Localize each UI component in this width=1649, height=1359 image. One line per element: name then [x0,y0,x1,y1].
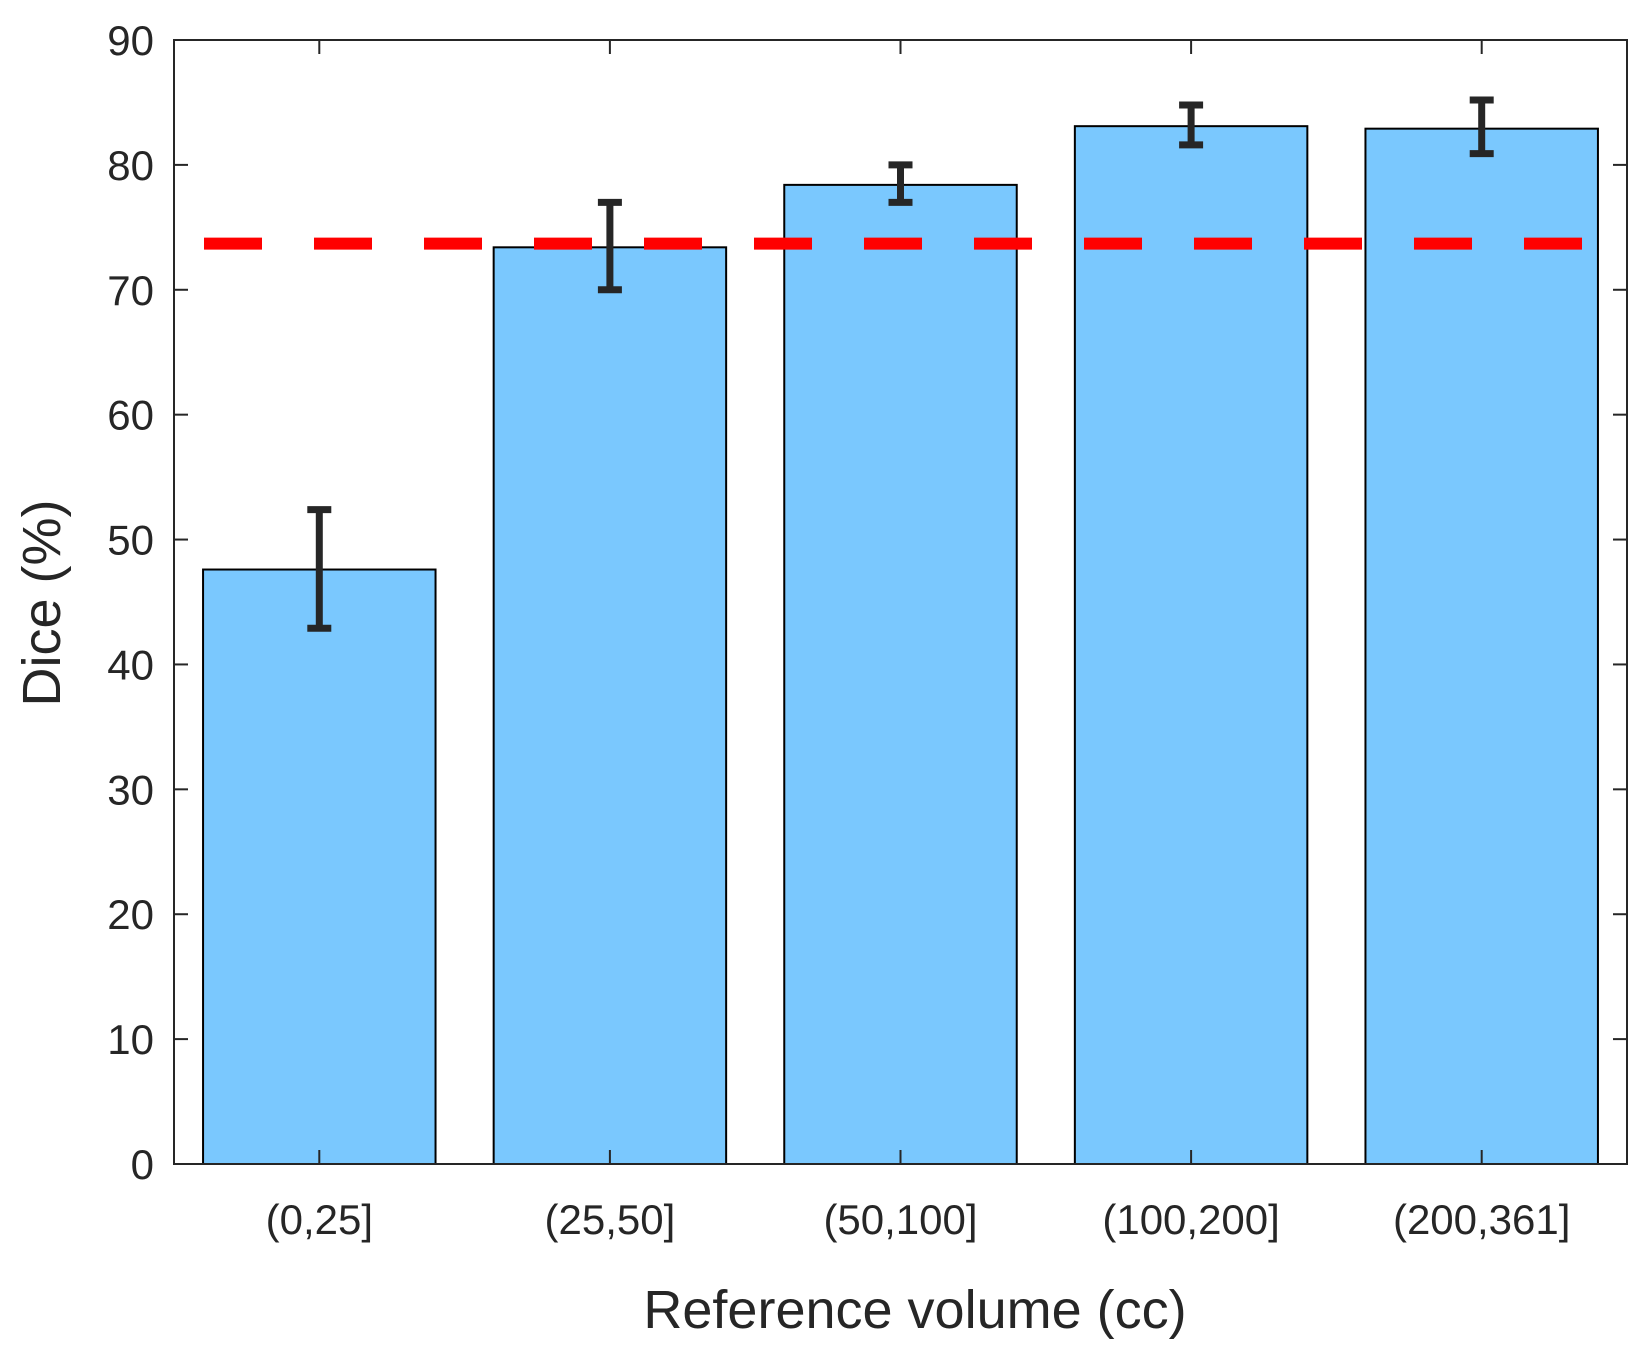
x-tick-label: (100,200] [1102,1196,1279,1243]
y-tick-label: 0 [131,1141,154,1188]
y-tick-label: 10 [107,1016,154,1063]
x-tick-label: (50,100] [823,1196,977,1243]
y-tick-label: 30 [107,766,154,813]
bars-layer [202,125,1599,1166]
y-tick-label: 50 [107,517,154,564]
y-tick-label: 60 [107,392,154,439]
y-tick-label: 40 [107,641,154,688]
y-tick-label: 20 [107,891,154,938]
y-tick-label: 90 [107,17,154,64]
x-tick-label: (0,25] [266,1196,373,1243]
error-bars-layer [307,96,1494,632]
y-tick-label: 70 [107,267,154,314]
bar-2 [492,246,728,1165]
bar-5 [1364,127,1599,1165]
x-axis-title: Reference volume (cc) [643,1280,1186,1340]
bar-1 [202,568,437,1165]
x-tick-label: (25,50] [545,1196,676,1243]
bar-4 [1073,125,1309,1165]
ticks-layer: 0 10 20 30 40 50 60 70 80 90 (0,25] (25,50] (50,100]… [107,17,1627,1243]
y-axis-title: Dice (%) [12,499,72,706]
bar-3 [783,183,1018,1166]
x-tick-label: (200,361] [1393,1196,1570,1243]
y-tick-label: 80 [107,142,154,189]
